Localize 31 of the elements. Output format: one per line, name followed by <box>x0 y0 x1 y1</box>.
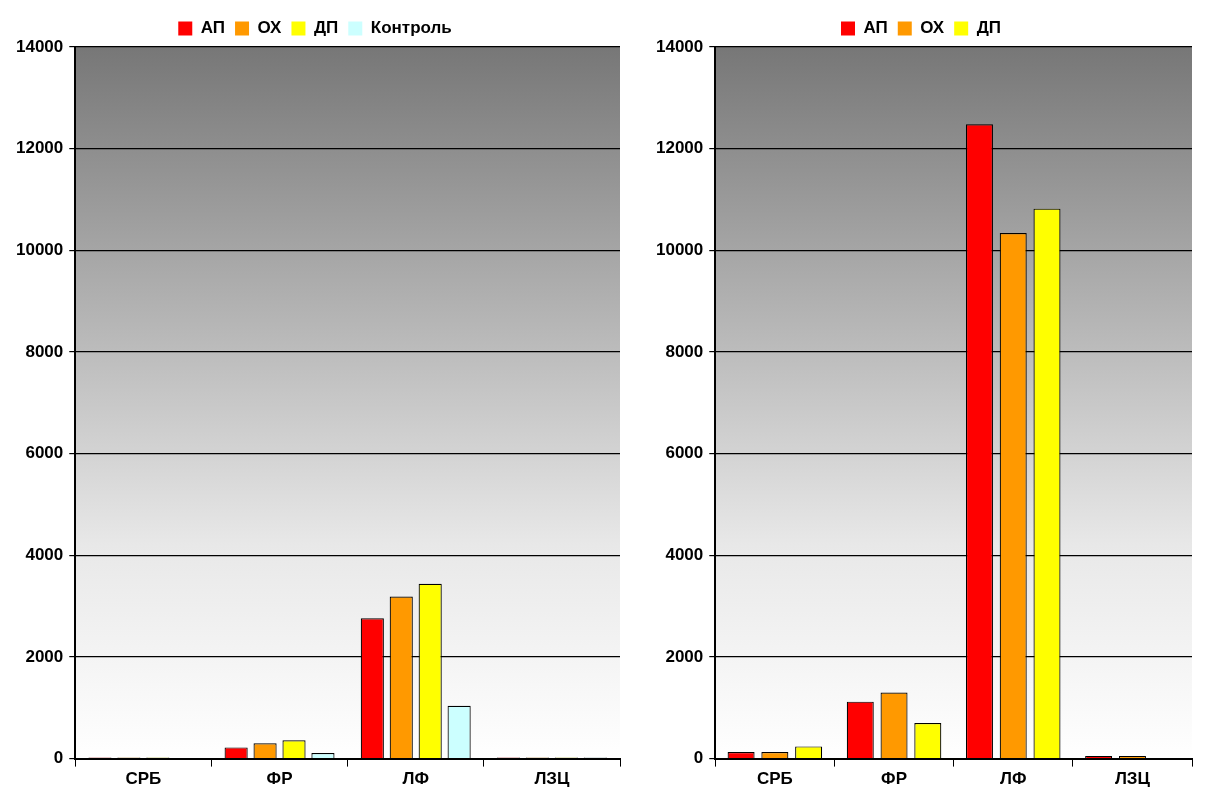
y-tick-label: 0 <box>693 748 704 768</box>
legend-label: АП <box>200 18 226 38</box>
legend-label: ДП <box>313 18 339 38</box>
x-tick-label: СРБ <box>125 769 162 789</box>
legend-label: ДП <box>976 18 1002 38</box>
x-tick-label: ЛФ <box>402 769 429 789</box>
y-tick-label: 10000 <box>15 240 64 259</box>
y-tick-label: 8000 <box>665 341 704 361</box>
y-tick-label: 2000 <box>25 646 64 666</box>
x-tick-label: СРБ <box>756 769 793 789</box>
x-tick-label: ФР <box>266 769 293 789</box>
y-tick-label: 12000 <box>15 138 64 158</box>
y-tick-label: 8000 <box>25 341 64 361</box>
y-tick-label: 0 <box>53 748 64 768</box>
y-tick-label: 14000 <box>15 36 64 56</box>
y-tick-label: 4000 <box>665 544 704 564</box>
legend-label: ОХ <box>920 18 945 38</box>
legend-label: Контроль <box>370 18 452 38</box>
y-tick-label: 6000 <box>665 443 704 463</box>
y-tick-label: 2000 <box>665 646 704 666</box>
y-tick-label: 10000 <box>655 240 704 259</box>
x-tick-label: ЛФ <box>1000 769 1027 789</box>
y-tick-label: 12000 <box>655 138 704 158</box>
y-tick-label: 4000 <box>25 544 64 564</box>
legend-label: ОХ <box>257 18 283 38</box>
x-tick-label: ЛЗЦ <box>1114 769 1151 789</box>
x-tick-label: ЛЗЦ <box>534 769 570 789</box>
x-tick-label: ФР <box>881 769 907 789</box>
legend-label: АП <box>863 18 888 38</box>
y-tick-label: 14000 <box>655 36 704 56</box>
y-tick-label: 6000 <box>25 443 64 463</box>
